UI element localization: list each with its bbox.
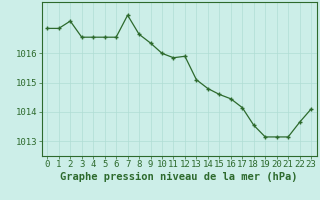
X-axis label: Graphe pression niveau de la mer (hPa): Graphe pression niveau de la mer (hPa): [60, 172, 298, 182]
